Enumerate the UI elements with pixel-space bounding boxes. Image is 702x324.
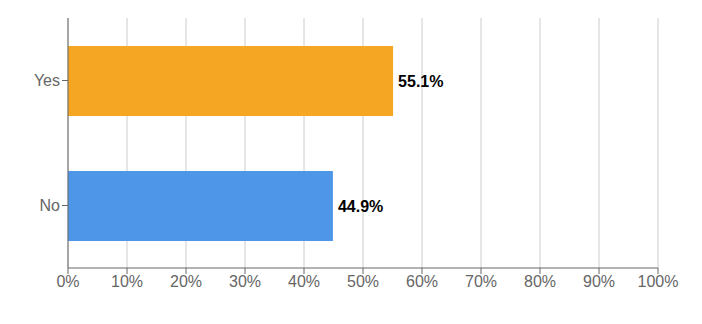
svg-text:100%: 100% <box>638 273 679 290</box>
svg-text:50%: 50% <box>347 273 379 290</box>
svg-text:70%: 70% <box>465 273 497 290</box>
svg-text:Yes: Yes <box>34 72 60 89</box>
svg-text:55.1%: 55.1% <box>398 73 443 90</box>
svg-text:90%: 90% <box>583 273 615 290</box>
svg-text:60%: 60% <box>406 273 438 290</box>
svg-text:0%: 0% <box>56 273 79 290</box>
svg-text:44.9%: 44.9% <box>338 198 383 215</box>
svg-text:30%: 30% <box>229 273 261 290</box>
svg-text:20%: 20% <box>170 273 202 290</box>
svg-text:80%: 80% <box>524 273 556 290</box>
svg-text:No: No <box>40 197 61 214</box>
svg-text:40%: 40% <box>288 273 320 290</box>
svg-text:10%: 10% <box>111 273 143 290</box>
